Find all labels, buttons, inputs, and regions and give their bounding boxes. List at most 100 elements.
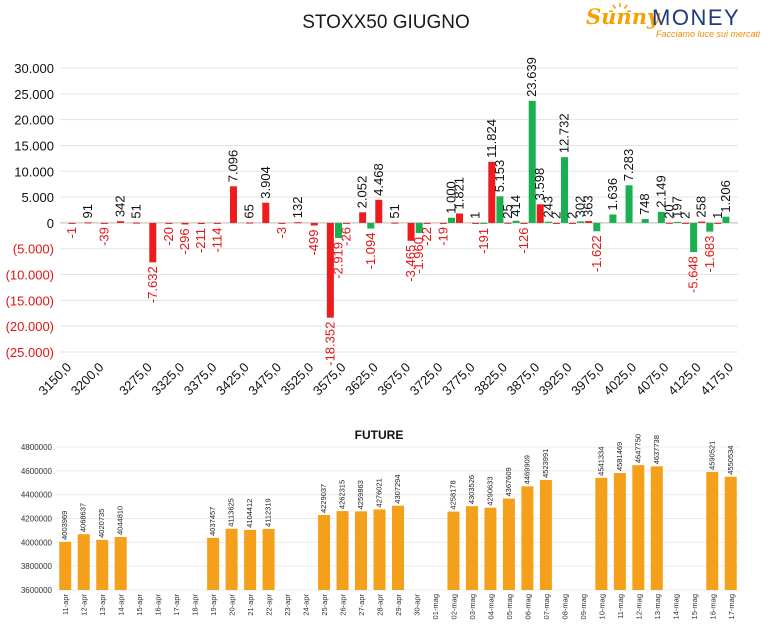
data-label: 4307294 bbox=[393, 475, 402, 504]
bar bbox=[246, 222, 254, 224]
bar bbox=[521, 486, 534, 590]
bar bbox=[465, 506, 478, 590]
data-label: -296 bbox=[177, 228, 192, 254]
y-tick-label: 4600000 bbox=[21, 467, 53, 476]
bar bbox=[335, 222, 342, 238]
bar bbox=[367, 222, 375, 229]
data-label: 2 bbox=[548, 212, 563, 219]
data-label: 4068637 bbox=[79, 503, 88, 532]
bar bbox=[392, 505, 404, 590]
x-tick-label: 22-apr bbox=[265, 594, 274, 616]
data-label: 1 bbox=[710, 212, 725, 219]
data-label: 4104412 bbox=[245, 499, 254, 528]
bar bbox=[77, 534, 90, 590]
y-tick-label: 4200000 bbox=[21, 515, 53, 524]
data-label: -20 bbox=[161, 227, 176, 246]
x-tick-label: 29-apr bbox=[394, 594, 403, 616]
data-label: 4.468 bbox=[371, 163, 386, 196]
bar bbox=[512, 220, 520, 223]
data-label: -1.622 bbox=[589, 235, 604, 272]
x-tick-label: 19-apr bbox=[209, 594, 218, 616]
x-tick-label: 17-apr bbox=[172, 594, 181, 616]
bar bbox=[359, 212, 367, 223]
y-tick-label: 25.000 bbox=[14, 87, 54, 102]
bar bbox=[488, 161, 496, 223]
data-label: 243 bbox=[540, 196, 555, 218]
x-tick-label: 10-mag bbox=[597, 594, 606, 619]
bar bbox=[657, 211, 665, 223]
bar bbox=[569, 222, 576, 224]
y-tick-label: 20.000 bbox=[14, 113, 54, 128]
bar bbox=[294, 222, 302, 224]
future-title: FUTURE bbox=[355, 428, 404, 442]
bar bbox=[165, 222, 173, 224]
data-label: 4550534 bbox=[726, 446, 735, 475]
data-label: 342 bbox=[113, 195, 128, 217]
data-label: -191 bbox=[476, 228, 491, 254]
data-label: 4003969 bbox=[60, 511, 69, 540]
data-label: 1.821 bbox=[452, 177, 467, 210]
bar bbox=[149, 222, 157, 263]
bar bbox=[423, 222, 431, 224]
bar bbox=[207, 537, 220, 590]
options-bar-chart: (25.000) (20.000) (15.000) (10.000) (5.000) 0… bbox=[6, 57, 738, 398]
x-tick-label: 14-apr bbox=[117, 594, 126, 616]
bar bbox=[262, 202, 270, 223]
bar bbox=[528, 100, 536, 223]
bar bbox=[682, 222, 689, 224]
data-label: 25 bbox=[500, 204, 515, 218]
chart-title: STOXX50 GIUGNO bbox=[302, 12, 470, 33]
data-label: 4581469 bbox=[615, 442, 624, 471]
data-label: 197 bbox=[670, 196, 685, 218]
data-label: 414 bbox=[508, 195, 523, 217]
data-label: 4647750 bbox=[633, 434, 642, 463]
bar bbox=[593, 222, 601, 232]
data-label: 1.000 bbox=[444, 181, 459, 214]
y-tick-label: (15.000) bbox=[6, 293, 54, 308]
bar bbox=[585, 221, 593, 223]
bar bbox=[706, 471, 719, 590]
bar bbox=[496, 196, 504, 223]
bar bbox=[447, 511, 460, 590]
bar bbox=[561, 157, 568, 223]
bar bbox=[59, 541, 72, 590]
bar bbox=[84, 222, 92, 224]
data-label: -211 bbox=[193, 228, 208, 253]
data-label: 4303526 bbox=[467, 475, 476, 504]
bar bbox=[577, 221, 585, 223]
x-tick-label: 11-apr bbox=[61, 593, 70, 615]
x-tick-label: 24-apr bbox=[302, 594, 311, 616]
data-label: -499 bbox=[306, 229, 321, 255]
x-tick-label: 16-apr bbox=[154, 594, 163, 616]
bar bbox=[181, 222, 189, 225]
bar bbox=[225, 528, 238, 590]
bar bbox=[544, 221, 552, 223]
x-tick-label: 30-apr bbox=[412, 594, 421, 616]
data-label: 7.283 bbox=[621, 149, 636, 182]
bar bbox=[262, 528, 275, 590]
data-label: -1 bbox=[64, 227, 79, 239]
x-tick-label: 21-apr bbox=[246, 594, 255, 616]
bar bbox=[650, 466, 663, 590]
x-tick-label: 01-mag bbox=[431, 594, 440, 619]
y-tick-label: (20.000) bbox=[6, 319, 54, 334]
bar bbox=[502, 498, 515, 590]
data-label: 4590521 bbox=[707, 441, 716, 470]
bar bbox=[504, 222, 512, 224]
data-label: 748 bbox=[637, 193, 652, 215]
y-tick-label: 0 bbox=[47, 216, 54, 231]
y-tick-label: 5.000 bbox=[21, 190, 54, 205]
bar bbox=[343, 222, 350, 224]
logo-tagline: Facciamo luce sui mercati bbox=[656, 29, 761, 39]
bar bbox=[117, 221, 124, 223]
x-tick-label: 20-apr bbox=[228, 594, 237, 616]
bar bbox=[355, 511, 368, 590]
logo-sunny: Sunny bbox=[586, 4, 660, 29]
data-label: 4541334 bbox=[596, 447, 605, 476]
x-tick-label: 12-mag bbox=[634, 594, 643, 619]
bar bbox=[373, 509, 386, 590]
bar bbox=[244, 529, 257, 590]
data-label: -7.632 bbox=[145, 266, 160, 303]
y-tick-label: 4000000 bbox=[21, 538, 53, 547]
